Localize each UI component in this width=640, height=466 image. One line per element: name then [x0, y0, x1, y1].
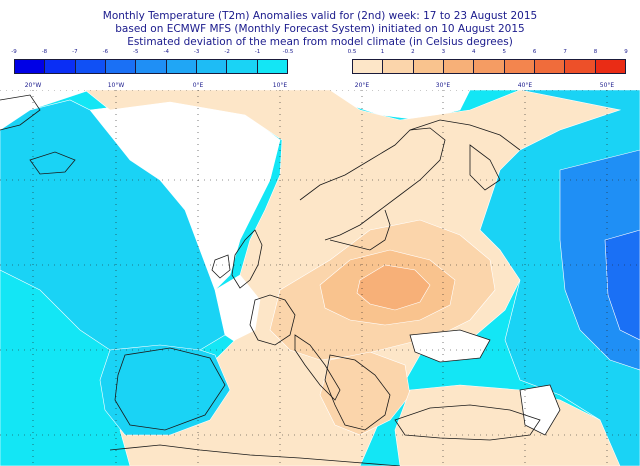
scale-cell [136, 60, 167, 73]
coast-white-sea [469, 144, 501, 191]
scale-tick-label: 0.5 [347, 49, 357, 55]
negative-scale-bar [14, 59, 288, 74]
coast-caspian [519, 384, 561, 436]
scale-cell [413, 60, 444, 73]
title-line-1: Monthly Temperature (T2m) Anomalies vali… [102, 10, 538, 22]
scale-tick-label: 5 [502, 49, 506, 55]
scale-cell [105, 60, 137, 73]
scale-cell [504, 60, 535, 73]
warm-hot-core [356, 264, 431, 311]
positive-scale-ticks: 0.5 1 2 3 4 5 6 7 8 9 [348, 49, 628, 57]
longitude-label: 20°W [24, 82, 42, 89]
scale-tick-label: 4 [472, 49, 476, 55]
scale-cell [443, 60, 475, 73]
scale-tick-label: -2 [224, 49, 230, 55]
coast-north-africa [109, 444, 401, 466]
negative-scale-ticks: -9 -8 -7 -6 -5 -4 -3 -2 -1 -0.5 [11, 49, 293, 57]
scale-tick-label: -1 [254, 49, 261, 55]
longitude-label: 50°E [599, 82, 615, 89]
longitude-label: 30°E [435, 82, 451, 89]
coast-iberia [114, 347, 226, 431]
scale-cell [45, 60, 76, 73]
coast-baltic [329, 209, 391, 251]
coast-blacksea [409, 329, 491, 363]
coast-italy [294, 334, 341, 401]
scale-tick-label: -8 [41, 49, 48, 55]
scale-cell [15, 60, 46, 73]
longitude-label: 10°W [107, 82, 125, 89]
coast-scandinavia [299, 127, 446, 241]
scale-cell [227, 60, 258, 73]
coast-france [249, 294, 296, 346]
scale-cell [353, 60, 384, 73]
coast-ireland [211, 254, 231, 279]
scale-tick-label: 7 [563, 49, 567, 55]
coast-greenland [0, 94, 41, 131]
scale-cell [474, 60, 505, 73]
scale-tick-label: 3 [441, 49, 446, 55]
longitude-label: 0°E [192, 82, 204, 89]
coast-finland-russia [409, 119, 521, 151]
scale-tick-label: 9 [624, 49, 628, 55]
scale-cell [565, 60, 596, 73]
scale-cell [75, 60, 106, 73]
scale-cell [383, 60, 414, 73]
title-line-2: based on ECMWF MFS (Monthly Forecast Sys… [115, 23, 525, 35]
scale-tick-label: -5 [133, 49, 139, 55]
chart-header: Monthly Temperature (T2m) Anomalies vali… [0, 0, 640, 90]
scale-tick-label: -0.5 [282, 49, 294, 55]
coast-balkans [324, 354, 391, 431]
neutral-region-northwest [0, 90, 91, 131]
scale-cell [595, 60, 625, 73]
scale-cell [534, 60, 566, 73]
scale-tick-label: -7 [72, 49, 78, 55]
scale-tick-label: 2 [411, 49, 415, 55]
coast-iceland [29, 151, 76, 175]
cold-west-shelf [0, 99, 226, 351]
longitude-label: 40°E [517, 82, 533, 89]
scale-cell [196, 60, 228, 73]
scale-tick-label: -4 [163, 49, 169, 55]
title-line-3: Estimated deviation of the mean from mod… [127, 36, 513, 48]
scale-cell [257, 60, 287, 73]
scale-tick-label: -3 [193, 49, 200, 55]
cold-east-stronger [604, 229, 640, 341]
coastlines [0, 94, 561, 466]
longitude-label: 10°E [272, 82, 288, 89]
coast-turkey [394, 404, 541, 441]
scale-tick-label: -9 [11, 49, 17, 55]
longitude-label: 20°E [354, 82, 370, 89]
scale-tick-label: 8 [593, 49, 598, 55]
positive-scale-bar [352, 59, 626, 74]
anomaly-map [0, 90, 640, 466]
warm-mid-balkans [319, 351, 411, 436]
scale-tick-label: 6 [532, 49, 537, 55]
scale-tick-label: 1 [380, 49, 385, 55]
scale-cell [166, 60, 197, 73]
scale-tick-label: -6 [102, 49, 109, 55]
